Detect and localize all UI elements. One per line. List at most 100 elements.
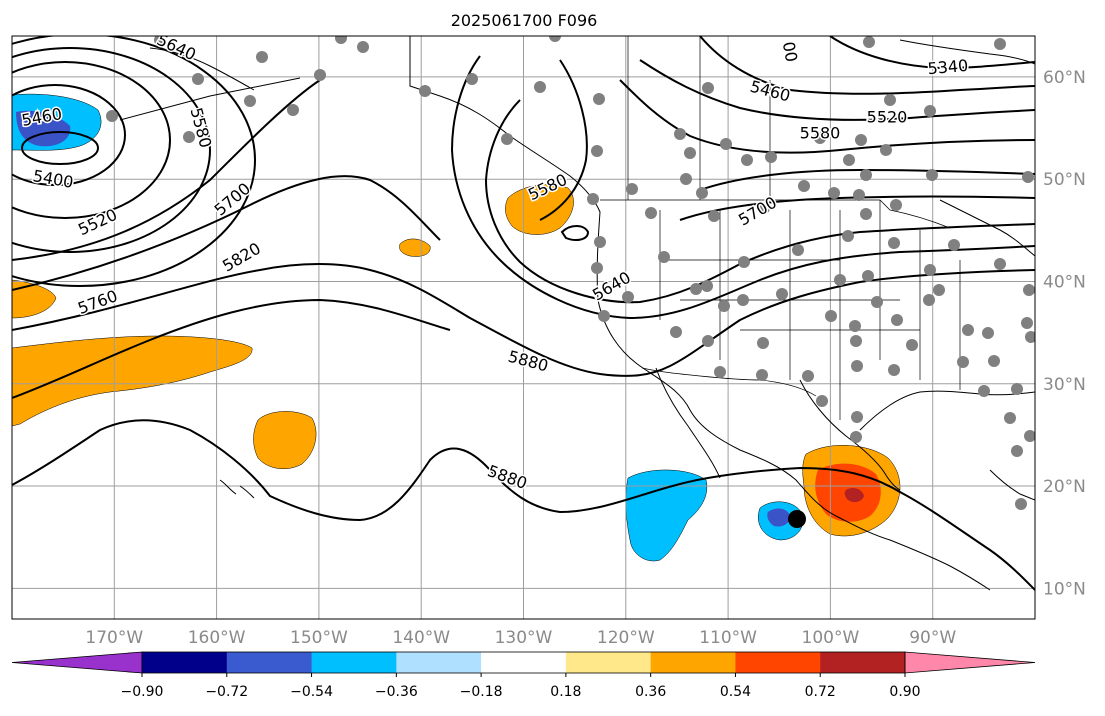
station-dot [948,239,960,251]
colorbar-tick-label: −0.72 [205,684,248,700]
station-dot [880,144,892,156]
lat-tick-label: 50°N [1043,170,1086,190]
station-dot [933,284,945,296]
station-dot [888,237,900,249]
station-dot [814,132,826,144]
colorbar-segment [311,652,397,673]
anomaly-shading [12,93,901,562]
station-dot [828,187,840,199]
station-dot [843,154,855,166]
lat-tick-label: 60°N [1043,68,1086,88]
station-dot [684,147,696,159]
station-dot [978,385,990,397]
map-title: 2025061700 F096 [451,11,598,30]
station-dot [850,431,862,443]
colorbar-segment [735,652,821,673]
colorbar-tick-label: −0.90 [121,684,164,700]
lon-tick-label: 150°W [290,628,348,648]
station-dot [1015,498,1027,510]
station-dot [802,370,814,382]
colorbar-segment [481,652,567,673]
station-dot [741,154,753,166]
station-dot [419,85,431,97]
axis-tick-labels: 170°W 160°W 150°W 140°W 130°W 120°W 110°W 100°W… [85,68,1085,648]
station-dot [708,210,720,222]
station-dot [696,187,708,199]
station-dot [357,41,369,53]
shade-orange-pnw [505,184,574,235]
station-dot [549,36,561,42]
station-dot [1004,412,1016,424]
station-dot [701,280,713,292]
station-dot [1025,331,1035,343]
station-dot [690,283,702,295]
station-dot [890,199,902,211]
station-dot [926,169,938,181]
station-dot [256,51,268,63]
station-dot [1023,284,1035,296]
station-dot [851,411,863,423]
colorbar-left-extend [11,651,143,674]
station-dot [183,131,195,143]
storm-center-marker [788,510,806,528]
station-dot [594,236,606,248]
station-dot [674,128,686,140]
station-dot [756,369,768,381]
station-dot [645,207,657,219]
station-markers [106,36,1035,510]
colorbar-segment [565,652,652,673]
station-dot [737,294,749,306]
station-dot [798,180,810,192]
station-dot [988,355,1000,367]
station-dot [106,110,118,122]
station-dot [862,270,874,282]
station-dot [776,288,788,300]
station-dot [287,104,299,116]
colorbar-segment [820,652,906,673]
lat-tick-label: 20°N [1043,477,1086,497]
station-dot [962,324,974,336]
station-dot [192,73,204,85]
station-dot [587,193,599,205]
station-dot [825,310,837,322]
station-dot [670,326,682,338]
colorbar-segment [142,652,228,673]
station-dot [834,274,846,286]
station-dot [1011,383,1023,395]
colorbar-tick-label: 0.90 [889,684,920,700]
colorbar: −0.90 −0.72 −0.54 −0.36 −0.18 0.18 0.36 0.54 0.7… [11,651,1036,700]
lon-tick-label: 100°W [802,628,860,648]
station-dot [244,95,256,107]
height-contours [12,36,1035,591]
lon-tick-label: 130°W [495,628,553,648]
station-dot [816,395,828,407]
station-dot [658,251,670,263]
map-frame [11,35,1036,620]
station-dot [871,296,883,308]
lon-tick-label: 170°W [85,628,143,648]
lon-tick-label: 90°W [909,628,956,648]
colorbar-tick-label: −0.36 [375,684,418,700]
lat-tick-label: 30°N [1043,375,1086,395]
station-dot [501,133,513,145]
station-dot [924,105,936,117]
station-dot [591,262,603,274]
station-dot [1021,317,1033,329]
station-dot [994,258,1006,270]
station-dot [718,300,730,312]
station-dot [923,294,935,306]
colorbar-tick-label: 0.54 [720,684,751,700]
station-dot [757,337,769,349]
station-dot [598,310,610,322]
station-dot [863,36,875,48]
station-dot [720,138,732,150]
station-dot [758,202,770,214]
station-dot [314,69,326,81]
lon-tick-label: 140°W [392,628,450,648]
station-dot [884,94,896,106]
station-dot [335,36,347,44]
station-dot [888,364,900,376]
station-dot [714,366,726,378]
station-dot [680,173,692,185]
